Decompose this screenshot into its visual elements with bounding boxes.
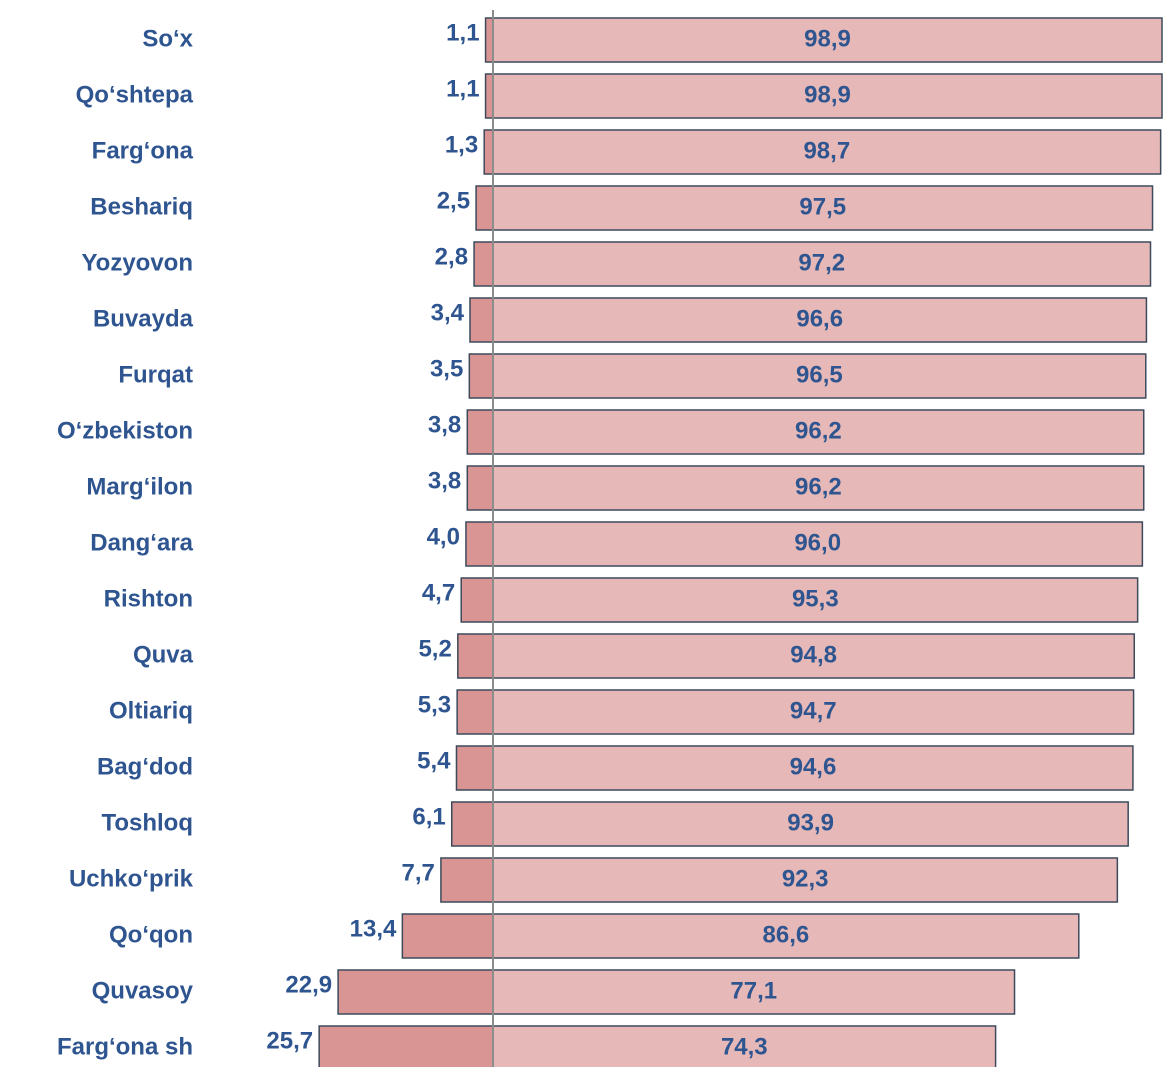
category-label: Yozyovon — [81, 249, 193, 276]
value-label: 13,4 — [350, 915, 397, 942]
bar-right — [492, 577, 1139, 623]
category-label: Farg‘ona — [92, 137, 194, 164]
bar-right — [492, 801, 1129, 847]
bar-right — [492, 633, 1136, 679]
value-label: 3,5 — [430, 355, 463, 382]
value-label: 77,1 — [730, 977, 777, 1004]
category-label: Farg‘ona sh — [57, 1033, 193, 1060]
bar-right — [492, 353, 1147, 399]
category-label: Furqat — [118, 361, 193, 388]
value-label: 2,8 — [435, 243, 468, 270]
value-label: 98,7 — [803, 137, 850, 164]
bar-left — [465, 521, 494, 567]
bar-left — [483, 129, 494, 175]
category-label: Beshariq — [90, 193, 193, 220]
bar-left — [469, 297, 494, 343]
value-label: 94,8 — [790, 641, 837, 668]
category-label: Qo‘qon — [109, 921, 193, 948]
value-label: 95,3 — [792, 585, 839, 612]
value-label: 6,1 — [412, 803, 445, 830]
category-label: Toshloq — [101, 809, 193, 836]
value-label: 5,3 — [418, 691, 451, 718]
value-label: 3,8 — [428, 467, 461, 494]
value-label: 96,2 — [795, 417, 842, 444]
bar-left — [468, 353, 494, 399]
category-label: Bag‘dod — [97, 753, 193, 780]
value-label: 86,6 — [763, 921, 810, 948]
bar-left — [484, 17, 494, 63]
bar-left — [318, 1025, 494, 1067]
category-label: Qo‘shtepa — [76, 81, 194, 108]
value-label: 97,2 — [798, 249, 845, 276]
value-label: 4,7 — [422, 579, 455, 606]
bar-left — [473, 241, 494, 287]
value-label: 1,1 — [446, 19, 479, 46]
value-label: 25,7 — [266, 1027, 313, 1054]
bar-left — [460, 577, 494, 623]
value-label: 96,5 — [796, 361, 843, 388]
bar-left — [450, 801, 494, 847]
bar-left — [401, 913, 494, 959]
bar-right — [492, 241, 1152, 287]
category-label: Dang‘ara — [90, 529, 193, 556]
value-label: 3,4 — [431, 299, 465, 326]
category-label: Marg‘ilon — [86, 473, 193, 500]
value-label: 94,7 — [790, 697, 837, 724]
bar-left — [466, 465, 494, 511]
bar-left — [475, 185, 494, 231]
bar-left — [457, 633, 494, 679]
value-label: 3,8 — [428, 411, 461, 438]
value-label: 7,7 — [402, 859, 435, 886]
bar-right — [492, 689, 1135, 735]
bar-left — [337, 969, 494, 1015]
value-label: 97,5 — [799, 193, 846, 220]
bar-left — [456, 689, 494, 735]
value-label: 98,9 — [804, 81, 851, 108]
bar-left — [484, 73, 494, 119]
value-label: 92,3 — [782, 865, 829, 892]
value-label: 94,6 — [790, 753, 837, 780]
value-label: 74,3 — [721, 1033, 768, 1060]
category-label: Uchko‘prik — [69, 865, 194, 892]
category-label: Rishton — [104, 585, 193, 612]
value-label: 4,0 — [427, 523, 460, 550]
value-label: 5,4 — [417, 747, 451, 774]
category-label: O‘zbekiston — [57, 417, 193, 444]
bar-left — [440, 857, 494, 903]
value-label: 5,2 — [418, 635, 451, 662]
bar-left — [466, 409, 494, 455]
value-label: 2,5 — [437, 187, 470, 214]
bar-right — [492, 17, 1163, 63]
category-label: Oltiariq — [109, 697, 193, 724]
value-label: 22,9 — [285, 971, 332, 998]
category-label: Buvayda — [93, 305, 194, 332]
value-label: 93,9 — [787, 809, 834, 836]
value-label: 96,0 — [794, 529, 841, 556]
bar-right — [492, 521, 1144, 567]
bar-right — [492, 73, 1163, 119]
bar-right — [492, 1025, 997, 1067]
bar-right — [492, 129, 1162, 175]
category-label: Quva — [133, 641, 194, 668]
category-label: Quvasoy — [92, 977, 194, 1004]
category-label: So‘x — [142, 25, 193, 52]
bar-right — [492, 185, 1154, 231]
value-label: 98,9 — [804, 25, 851, 52]
value-label: 1,3 — [445, 131, 478, 158]
value-label: 96,2 — [795, 473, 842, 500]
bar-left — [455, 745, 494, 791]
value-label: 96,6 — [796, 305, 843, 332]
bar-right — [492, 745, 1134, 791]
value-label: 1,1 — [446, 75, 479, 102]
